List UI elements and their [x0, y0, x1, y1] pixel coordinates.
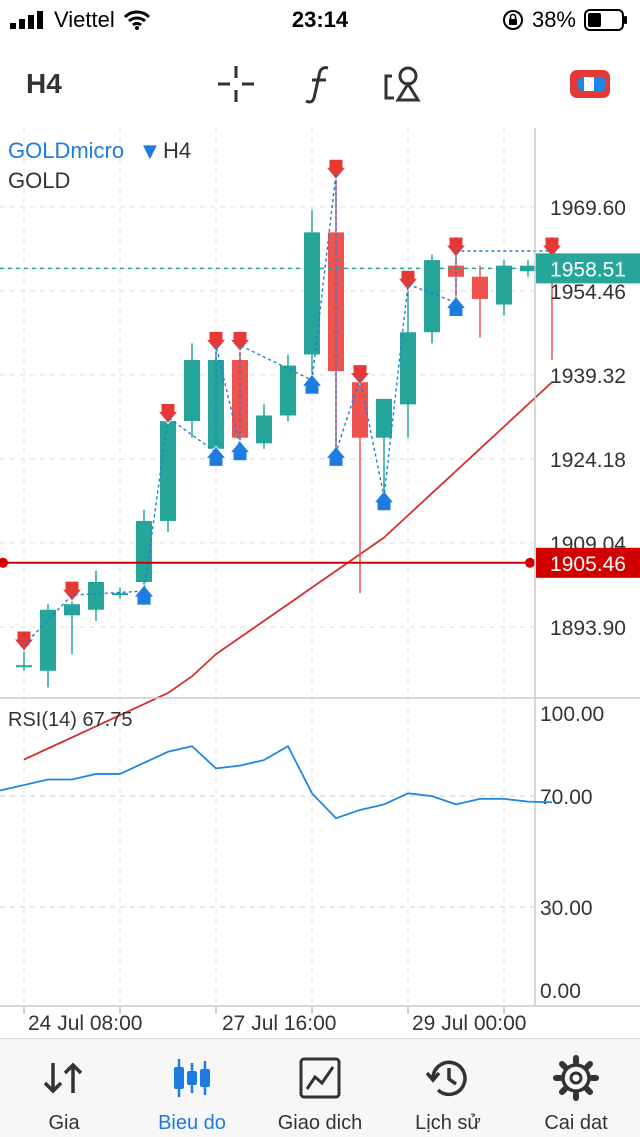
- rsi-level-label: 0.00: [540, 980, 581, 1003]
- battery-icon: [584, 9, 627, 31]
- candle-body: [472, 276, 488, 299]
- sell-signal-arrow: [444, 236, 468, 258]
- candle-body: [40, 609, 56, 671]
- toggle-panel-icon: [570, 70, 610, 98]
- candle-body: [376, 398, 392, 438]
- status-bar: Viettel 23:14 38%: [0, 0, 640, 40]
- history-icon: [425, 1060, 467, 1097]
- tab-trade-label: Giao dich: [277, 1112, 363, 1134]
- buy-signal-arrow: [132, 584, 156, 606]
- candle-body: [448, 265, 464, 277]
- battery-percent: 38%: [531, 7, 576, 32]
- price-tick-label: 1924.18: [550, 449, 626, 472]
- time-tick-label: 29 Jul 00:00: [412, 1012, 526, 1035]
- candle-body: [304, 232, 320, 355]
- quotes-icon: [43, 1062, 83, 1094]
- candle-body: [112, 593, 128, 596]
- current-price-label: 1958.51: [550, 258, 626, 281]
- crosshair-icon: [218, 66, 254, 102]
- sell-signal-arrow: [12, 630, 36, 652]
- time-tick-label: 27 Jul 16:00: [222, 1012, 336, 1035]
- rsi-level-label: 70.00: [540, 786, 593, 809]
- level-price-label: 1905.46: [550, 553, 626, 576]
- sell-signal-arrow: [204, 330, 228, 353]
- moving-average-line: [23, 381, 553, 761]
- price-tick-label: 1954.46: [550, 281, 626, 304]
- price-chart[interactable]: 1969.60 1954.46 1939.32 1924.18 1909.04 1893.…: [0, 128, 640, 1038]
- buy-signal-arrow: [324, 445, 348, 467]
- sell-signal-arrow: [348, 364, 372, 386]
- clock: 23:14: [291, 7, 349, 32]
- zigzag-line: [23, 173, 552, 646]
- tab-chart[interactable]: Bieu do: [128, 1039, 256, 1137]
- trade-icon: [299, 1057, 341, 1099]
- carrier-name: Viettel: [54, 7, 115, 32]
- candle-body: [88, 582, 104, 610]
- price-tick-label: 1939.32: [550, 365, 626, 388]
- price-tick-label: 1969.60: [550, 197, 626, 220]
- rsi-level-label: 30.00: [540, 897, 593, 920]
- level-line-handle-right[interactable]: [525, 557, 535, 568]
- sell-signal-arrow: [324, 158, 348, 181]
- candle-body: [424, 260, 440, 333]
- crosshair-button[interactable]: [212, 60, 260, 108]
- time-tick-label: 24 Jul 08:00: [28, 1012, 142, 1035]
- candle-body: [16, 665, 32, 668]
- tab-history-label: Lịch sử: [415, 1112, 481, 1134]
- candle-body: [208, 360, 224, 449]
- candle-body: [256, 415, 272, 444]
- chart-timeframe-label: H4: [163, 138, 191, 163]
- candle-body: [160, 421, 176, 521]
- trade-panel-toggle[interactable]: [566, 60, 614, 108]
- candle-body: [232, 360, 248, 438]
- settings-icon: [553, 1055, 599, 1101]
- tab-quotes[interactable]: Gia: [0, 1039, 128, 1137]
- candle-body: [136, 520, 152, 582]
- sell-signal-arrow: [156, 403, 180, 425]
- function-icon: [305, 66, 329, 104]
- level-line-handle-left[interactable]: [0, 557, 8, 568]
- sell-signal-arrow: [396, 269, 420, 292]
- buy-signal-arrow: [372, 489, 396, 512]
- symbol-name[interactable]: GOLDmicro: [8, 138, 124, 163]
- tab-settings[interactable]: Cai dat: [512, 1039, 640, 1137]
- buy-signal-arrow: [204, 445, 228, 467]
- buy-signal-arrow: [300, 373, 324, 395]
- rsi-line: [0, 744, 553, 820]
- rotation-lock-icon: [502, 10, 523, 30]
- wifi-icon: [123, 10, 150, 30]
- symbol-description: GOLD: [8, 168, 70, 193]
- tab-quotes-label: Gia: [48, 1112, 80, 1134]
- symbol-dropdown-icon[interactable]: ▼: [143, 141, 157, 162]
- level-price-box: [536, 547, 640, 578]
- chart-icon: [174, 1059, 210, 1097]
- objects-icon: [384, 66, 421, 102]
- buy-signal-arrow: [444, 295, 468, 317]
- rsi-label: RSI(14) 67.75: [8, 709, 133, 731]
- signal-icon: [10, 11, 43, 29]
- indicators-button[interactable]: [296, 60, 344, 108]
- tab-history[interactable]: Lịch sử: [384, 1039, 512, 1137]
- tab-settings-label: Cai dat: [544, 1112, 608, 1134]
- candle-body: [64, 604, 80, 616]
- sell-signal-arrow: [540, 236, 564, 258]
- tab-trade[interactable]: Giao dich: [256, 1039, 384, 1137]
- candle-body: [352, 382, 368, 438]
- timeframe-button[interactable]: H4: [26, 68, 62, 99]
- candle-body: [280, 365, 296, 416]
- candle-body: [496, 265, 512, 305]
- candle-body: [400, 332, 416, 405]
- bottom-nav: Gia Bieu do Giao dich Lịch sử: [0, 1038, 640, 1137]
- price-tick-label: 1893.90: [550, 617, 626, 640]
- chart-toolbar: H4: [0, 48, 640, 120]
- rsi-level-label: 100.00: [540, 703, 604, 726]
- tab-chart-label: Bieu do: [158, 1112, 226, 1134]
- current-price-box: [536, 253, 640, 284]
- candle-body: [184, 360, 200, 422]
- buy-signal-arrow: [228, 440, 252, 462]
- objects-button[interactable]: [380, 60, 428, 108]
- sell-signal-arrow: [228, 330, 252, 353]
